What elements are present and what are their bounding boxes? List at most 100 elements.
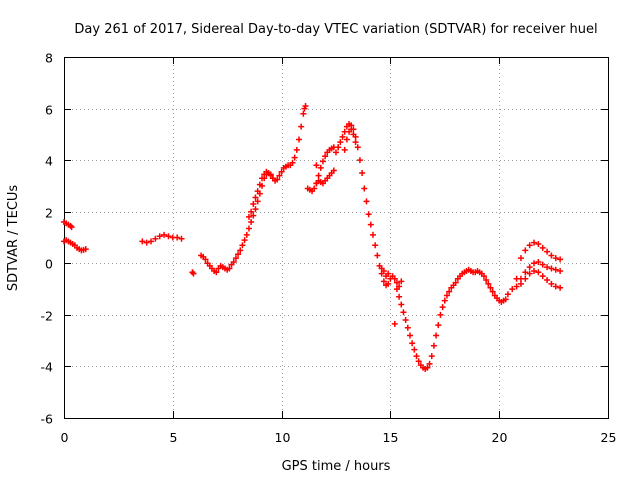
data-point bbox=[433, 332, 440, 339]
data-point bbox=[356, 157, 363, 164]
data-point bbox=[213, 269, 220, 276]
data-point bbox=[548, 252, 555, 259]
data-point bbox=[254, 188, 261, 195]
series-pt-b bbox=[391, 320, 398, 327]
data-point bbox=[300, 110, 307, 117]
data-point bbox=[248, 219, 255, 226]
data-point bbox=[398, 301, 405, 308]
data-point bbox=[337, 139, 344, 146]
series-seg1-lower bbox=[61, 237, 89, 254]
data-point bbox=[385, 280, 392, 287]
data-point bbox=[385, 270, 392, 277]
data-point bbox=[252, 194, 259, 201]
data-point bbox=[291, 154, 298, 161]
data-point bbox=[544, 248, 551, 255]
data-point bbox=[489, 288, 496, 295]
data-point bbox=[350, 131, 357, 138]
data-point bbox=[365, 211, 372, 218]
data-point bbox=[535, 269, 542, 276]
data-point bbox=[396, 293, 403, 300]
data-point bbox=[343, 136, 350, 143]
series-mid3 bbox=[313, 162, 320, 169]
data-point bbox=[441, 297, 448, 304]
data-point bbox=[293, 146, 300, 153]
data-point bbox=[82, 246, 89, 253]
data-point bbox=[269, 175, 276, 182]
data-point bbox=[391, 320, 398, 327]
data-point bbox=[428, 353, 435, 360]
data-point bbox=[544, 264, 551, 271]
data-point bbox=[487, 284, 494, 291]
data-point bbox=[302, 102, 309, 109]
plot-frame bbox=[64, 57, 609, 419]
series-scatter-a bbox=[378, 265, 392, 280]
data-point bbox=[248, 208, 255, 215]
data-point bbox=[339, 133, 346, 140]
x-axis-label: GPS time / hours bbox=[282, 459, 391, 474]
data-point bbox=[367, 221, 374, 228]
data-point bbox=[535, 240, 542, 247]
data-point bbox=[552, 283, 559, 290]
data-point bbox=[278, 168, 285, 175]
data-point bbox=[298, 123, 305, 130]
data-point bbox=[535, 258, 542, 265]
data-point bbox=[152, 235, 159, 242]
series-peak-inner bbox=[341, 126, 359, 153]
data-point bbox=[411, 346, 418, 353]
data-point bbox=[359, 170, 366, 177]
data-point bbox=[504, 291, 511, 298]
data-point bbox=[552, 266, 559, 273]
data-point bbox=[276, 172, 283, 179]
data-point bbox=[531, 268, 538, 275]
x-tick-label: 5 bbox=[170, 430, 178, 445]
data-point bbox=[446, 288, 453, 295]
data-point bbox=[190, 270, 197, 277]
data-point bbox=[330, 167, 337, 174]
data-point bbox=[237, 247, 244, 254]
data-point bbox=[531, 260, 538, 267]
data-point bbox=[348, 126, 355, 133]
data-point bbox=[259, 175, 266, 182]
data-point bbox=[202, 256, 209, 263]
y-tick-label: 8 bbox=[45, 51, 53, 66]
data-point bbox=[245, 225, 252, 232]
data-point bbox=[161, 231, 168, 238]
data-point bbox=[483, 277, 490, 284]
data-point bbox=[254, 198, 261, 205]
y-axis-ticks: -6 -4 -2 0 2 4 6 8 bbox=[41, 51, 608, 427]
data-point bbox=[252, 206, 259, 213]
data-point bbox=[354, 144, 361, 151]
data-point bbox=[557, 284, 564, 291]
data-point bbox=[317, 164, 324, 171]
x-tick-label: 15 bbox=[383, 430, 399, 445]
data-point bbox=[522, 275, 529, 282]
series-seg2 bbox=[139, 231, 185, 246]
data-point bbox=[502, 296, 509, 303]
data-point bbox=[435, 322, 442, 329]
data-point bbox=[404, 324, 411, 331]
data-point bbox=[256, 181, 263, 188]
data-point bbox=[544, 277, 551, 284]
data-point bbox=[531, 239, 538, 246]
x-tick-label: 10 bbox=[275, 430, 291, 445]
data-point bbox=[241, 237, 248, 244]
data-point bbox=[452, 279, 459, 286]
data-point bbox=[409, 340, 416, 347]
data-point bbox=[296, 136, 303, 143]
data-points bbox=[61, 102, 564, 373]
data-point bbox=[361, 185, 368, 192]
data-point bbox=[526, 264, 533, 271]
data-point bbox=[443, 292, 450, 299]
data-point bbox=[165, 233, 172, 240]
data-point bbox=[143, 239, 150, 246]
data-point bbox=[274, 176, 281, 183]
y-tick-label: -4 bbox=[41, 360, 54, 375]
data-point bbox=[539, 261, 546, 268]
data-point bbox=[226, 265, 233, 272]
data-point bbox=[311, 185, 318, 192]
y-tick-label: -6 bbox=[41, 412, 54, 427]
series-mid bbox=[304, 144, 337, 195]
data-point bbox=[517, 280, 524, 287]
data-point bbox=[393, 286, 400, 293]
